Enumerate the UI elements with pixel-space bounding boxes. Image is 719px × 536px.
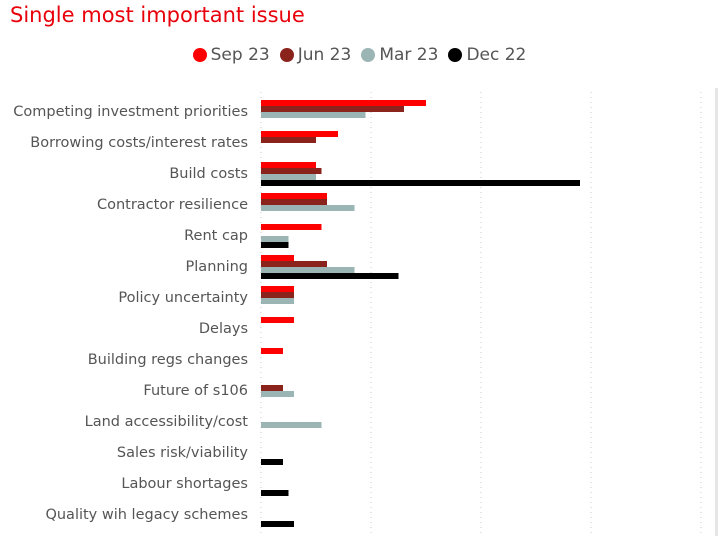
legend: Sep 23 Jun 23 Mar 23 Dec 22 <box>0 45 719 65</box>
legend-item[interactable]: Dec 22 <box>448 45 526 65</box>
bar[interactable] <box>261 267 355 273</box>
category-label: Land accessibility/cost <box>85 414 249 430</box>
bar[interactable] <box>261 174 316 180</box>
bar[interactable] <box>261 100 426 106</box>
category-label: Future of s106 <box>143 383 248 399</box>
category-label: Delays <box>199 321 248 337</box>
bar[interactable] <box>261 199 327 205</box>
bar[interactable] <box>261 112 366 118</box>
category-label: Build costs <box>169 166 248 182</box>
scrollbar[interactable] <box>715 88 718 536</box>
legend-label: Jun 23 <box>297 45 352 65</box>
bar[interactable] <box>261 236 289 242</box>
bar[interactable] <box>261 273 399 279</box>
bar[interactable] <box>261 106 404 112</box>
bar[interactable] <box>261 490 289 496</box>
bar[interactable] <box>261 298 294 304</box>
legend-item[interactable]: Mar 23 <box>361 45 438 65</box>
chart-title: Single most important issue <box>10 3 305 27</box>
legend-marker <box>192 48 207 62</box>
bar[interactable] <box>261 168 322 174</box>
legend-item[interactable]: Jun 23 <box>279 45 352 65</box>
category-label: Sales risk/viability <box>117 445 248 461</box>
category-label: Policy uncertainty <box>118 290 248 306</box>
bar[interactable] <box>261 317 294 323</box>
bar[interactable] <box>261 521 294 527</box>
legend-marker <box>361 48 376 62</box>
legend-label: Dec 22 <box>466 45 527 65</box>
bar[interactable] <box>261 385 283 391</box>
bar[interactable] <box>261 162 316 168</box>
category-label: Quality wih legacy schemes <box>45 507 248 523</box>
bar[interactable] <box>261 242 289 248</box>
bar[interactable] <box>261 286 294 292</box>
bar[interactable] <box>261 224 322 230</box>
category-label: Building regs changes <box>88 352 248 368</box>
legend-marker <box>279 48 294 62</box>
category-label: Competing investment priorities <box>13 104 248 120</box>
bar[interactable] <box>261 180 580 186</box>
bar[interactable] <box>261 255 294 261</box>
bar[interactable] <box>261 348 283 354</box>
category-label: Borrowing costs/interest rates <box>30 135 248 151</box>
bar[interactable] <box>261 205 355 211</box>
bar[interactable] <box>261 137 316 143</box>
bar[interactable] <box>261 131 338 137</box>
legend-marker <box>448 48 463 62</box>
bar[interactable] <box>261 261 327 267</box>
bar[interactable] <box>261 459 283 465</box>
bar[interactable] <box>261 391 294 397</box>
category-label: Labour shortages <box>121 476 248 492</box>
legend-label: Mar 23 <box>379 45 439 65</box>
legend-label: Sep 23 <box>210 45 270 65</box>
bar[interactable] <box>261 292 294 298</box>
category-label: Contractor resilience <box>97 197 248 213</box>
legend-item[interactable]: Sep 23 <box>192 45 270 65</box>
bar[interactable] <box>261 193 327 199</box>
bar[interactable] <box>261 422 322 428</box>
category-label: Planning <box>186 259 248 275</box>
category-label: Rent cap <box>184 228 248 244</box>
